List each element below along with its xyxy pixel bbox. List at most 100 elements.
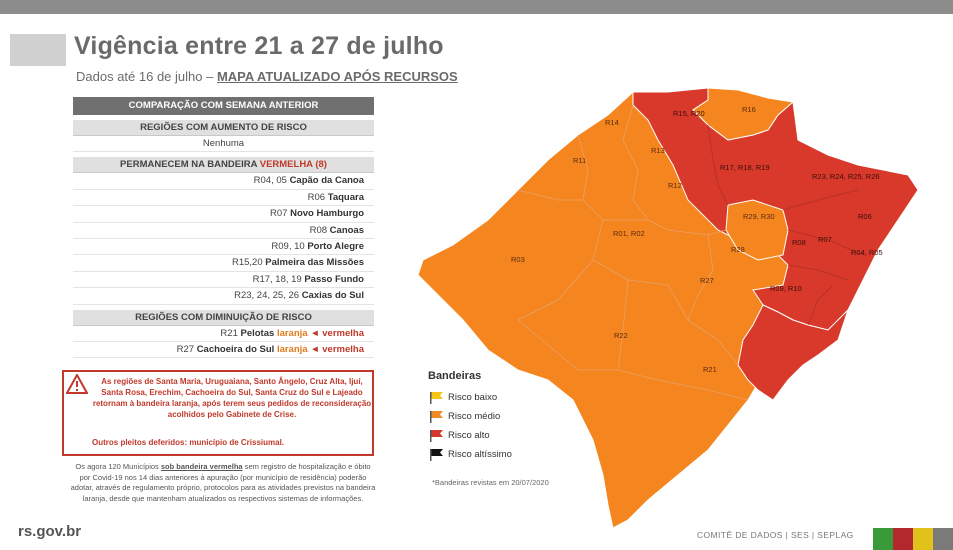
map-label-r01-r02: R01, R02 [613, 229, 645, 238]
map-lagoon [753, 348, 846, 480]
region-name: Capão da Canoa [289, 175, 364, 187]
map-label-r12: R12 [668, 181, 682, 190]
map-label-r14: R14 [605, 118, 619, 127]
map-labels: R14 R15, R20 R16 R11 R13 R12 R17, R18, R… [511, 105, 883, 374]
diminuicao-rows: R21 Pelotas laranja ◄ vermelha R27 Cachoe… [73, 326, 374, 359]
page-title: Vigência entre 21 a 27 de julho [74, 32, 444, 60]
arrow-left-icon: ◄ [310, 343, 320, 355]
footnote-prefix: Os agora 120 Municípios [75, 462, 159, 471]
legend-item-risco-altissimo: Risco altíssimo [428, 445, 588, 464]
region-name: Porto Alegre [307, 240, 364, 252]
map-label-r06: R06 [858, 212, 872, 221]
region-name: Novo Hamburgo [290, 208, 364, 220]
region-code: R04, 05 [253, 175, 287, 187]
map-label-r21: R21 [703, 365, 717, 374]
legend: Bandeiras Risco baixo Risco médio Risco … [428, 370, 588, 464]
footer-stripe-gray [933, 528, 953, 550]
map-label-r09-r10: R09, R10 [770, 284, 802, 293]
aumento-header: REGIÕES COM AUMENTO DE RISCO [73, 120, 374, 136]
permanecem-header: PERMANECEM NA BANDEIRA VERMELHA (8) [73, 157, 374, 174]
page-subtitle: Dados até 16 de julho – MAPA ATUALIZADO … [76, 69, 458, 84]
legend-title: Bandeiras [428, 370, 482, 382]
region-name: Caxias do Sul [301, 290, 364, 302]
permanecem-row: R17, 18, 19 Passo Fundo [73, 272, 374, 289]
legend-label: Risco baixo [448, 392, 498, 403]
new-flag: laranja [276, 343, 308, 355]
map-lagoon-south [708, 460, 734, 500]
warning-icon [66, 374, 88, 394]
map-region-r09-r10[interactable] [737, 304, 849, 401]
flag-icon-red [430, 430, 443, 442]
alert-text: As regiões de Santa Maria, Uruguaiana, S… [92, 377, 372, 419]
old-flag: vermelha [322, 327, 364, 339]
map-label-r15-r20: R15, R20 [673, 109, 705, 118]
map-borders-red [707, 124, 864, 326]
map-label-r16: R16 [742, 105, 756, 114]
footer-stripe-yellow [913, 528, 933, 550]
footnote-rest: sem registro de hospitalização e óbito p… [70, 462, 376, 503]
arrow-left-icon: ◄ [310, 327, 320, 339]
alert-text-secondary: Outros pleitos deferidos: município de C… [92, 438, 285, 447]
region-code: R23, 24, 25, 26 [234, 290, 300, 302]
legend-item-risco-medio: Risco médio [428, 407, 588, 426]
map-label-r23-r26: R23, R24, R25, R26 [812, 172, 880, 181]
legend-label: Risco altíssimo [448, 449, 512, 460]
map-region-r16[interactable] [692, 87, 795, 141]
legend-label: Risco médio [448, 411, 501, 422]
map-label-r11: R11 [573, 156, 586, 165]
map-label-r13: R13 [651, 146, 665, 155]
top-bar [0, 0, 953, 14]
footer-stripe-red [893, 528, 913, 550]
diminuicao-header: REGIÕES COM DIMINUIÇÃO DE RISCO [73, 309, 374, 326]
map-label-r08: R08 [792, 238, 806, 247]
map-label-r29-r30: R29, R30 [743, 212, 775, 221]
map-region-r29-r30[interactable] [725, 199, 789, 261]
region-name: Taquara [327, 191, 364, 203]
old-flag: vermelha [322, 343, 364, 355]
subtitle-update-link[interactable]: MAPA ATUALIZADO APÓS RECURSOS [216, 69, 458, 84]
map-label-r28: R28 [731, 245, 745, 254]
region-name: Palmeira das Missões [265, 257, 364, 269]
map-label-r27: R27 [700, 276, 714, 285]
region-code: R08 [309, 224, 328, 236]
footer-stripe-green [873, 528, 893, 550]
permanecem-row: R23, 24, 25, 26 Caxias do Sul [73, 288, 374, 305]
region-name: Pelotas [240, 327, 275, 339]
map-label-r22: R22 [614, 331, 628, 340]
footnote-highlight: sob bandeira vermelha [160, 462, 243, 471]
diminuicao-row: R21 Pelotas laranja ◄ vermelha [73, 326, 374, 342]
legend-item-risco-baixo: Risco baixo [428, 388, 588, 407]
flag-icon-yellow [430, 392, 443, 404]
region-code: R27 [176, 343, 195, 355]
comparison-table-header: COMPARAÇÃO COM SEMANA ANTERIOR [73, 97, 374, 115]
permanecem-rows: R04, 05 Capão da Canoa R06 Taquara R07 Nov… [73, 173, 374, 305]
comparison-table: COMPARAÇÃO COM SEMANA ANTERIOR REGIÕES C… [73, 97, 374, 359]
permanecem-row: R15,20 Palmeira das Missões [73, 255, 374, 272]
region-code: R07 [270, 208, 288, 220]
region-name: Canoas [329, 224, 364, 236]
map-label-r03: R03 [511, 255, 525, 264]
permanecem-header-flag: VERMELHA (8) [259, 159, 327, 171]
legend-label: Risco alto [448, 430, 490, 441]
map-label-r07: R07 [818, 235, 832, 244]
legend-note: *Bandeiras revistas em 20/07/2020 [432, 478, 549, 487]
alert-box: As regiões de Santa Maria, Uruguaiana, S… [62, 370, 374, 456]
region-code: R15,20 [231, 257, 263, 269]
map-label-r04-r05: R04, R05 [851, 248, 883, 257]
map-borders [517, 104, 749, 401]
permanecem-row: R08 Canoas [73, 223, 374, 239]
flag-icon-orange [430, 411, 443, 423]
diminuicao-row: R27 Cachoeira do Sul laranja ◄ vermelha [73, 342, 374, 359]
region-code: R06 [307, 191, 326, 203]
permanecem-row: R06 Taquara [73, 190, 374, 207]
site-link[interactable]: rs.gov.br [18, 523, 82, 540]
flag-icon-black [430, 449, 443, 461]
subtitle-date: Dados até 16 de julho – [76, 69, 214, 84]
legend-item-risco-alto: Risco alto [428, 426, 588, 445]
region-name: Passo Fundo [304, 273, 364, 285]
footnote: Os agora 120 Municípios sob bandeira ver… [70, 462, 376, 504]
region-name: Cachoeira do Sul [196, 343, 275, 355]
footer-credits: COMITÊ DE DADOS | SES | SEPLAG [697, 530, 854, 540]
permanecem-row: R07 Novo Hamburgo [73, 206, 374, 223]
permanecem-row: R09, 10 Porto Alegre [73, 239, 374, 256]
